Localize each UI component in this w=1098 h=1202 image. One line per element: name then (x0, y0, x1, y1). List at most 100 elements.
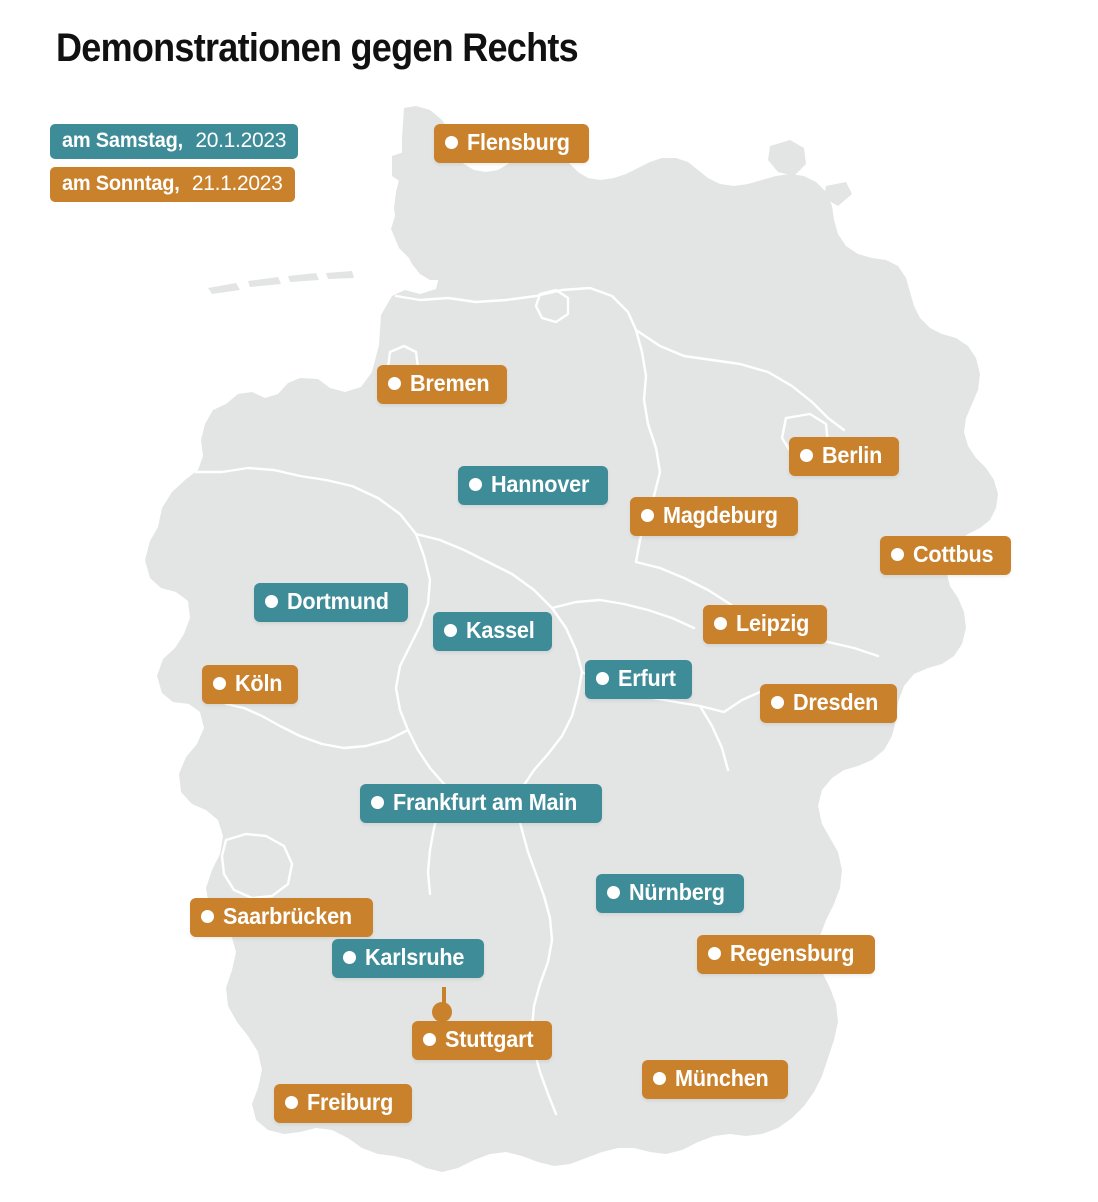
city-label-cottbus[interactable]: Cottbus (880, 536, 1012, 575)
city-dot-icon (213, 677, 226, 690)
city-marker[interactable]: Köln (202, 665, 299, 704)
city-name: Flensburg (467, 129, 570, 155)
island-east-frisian-3 (288, 273, 319, 282)
city-name: Nürnberg (629, 879, 725, 905)
city-dot-icon (800, 449, 813, 462)
city-marker[interactable]: Dortmund (254, 583, 409, 622)
city-marker[interactable]: Flensburg (434, 124, 590, 163)
legend-day-label: am Sonntag, (62, 172, 180, 195)
city-dot-icon (285, 1096, 298, 1109)
island-east-frisian-1 (208, 283, 240, 294)
city-name: Karlsruhe (365, 944, 465, 970)
city-marker[interactable]: Hannover (458, 466, 609, 505)
city-dot-icon (607, 886, 620, 899)
border-he-th (414, 532, 584, 674)
city-dot-icon (641, 509, 654, 522)
city-marker[interactable]: Leipzig (703, 605, 827, 644)
city-label-k-ln[interactable]: Köln (202, 665, 299, 704)
border-ni-nw (194, 466, 418, 536)
legend-date-label: 21.1.2023 (191, 172, 283, 195)
legend-item-samstag: am Samstag, 20.1.2023 (50, 124, 299, 159)
city-dot-icon (371, 796, 384, 809)
city-dot-icon (265, 595, 278, 608)
city-name: Köln (235, 670, 283, 696)
city-name: Berlin (822, 442, 883, 468)
island-ruegen (768, 140, 806, 176)
city-label-n-rnberg[interactable]: Nürnberg (596, 874, 744, 913)
city-dot-icon (891, 548, 904, 561)
city-dot-icon (388, 377, 401, 390)
city-marker[interactable]: Berlin (789, 437, 899, 476)
city-name: Magdeburg (663, 502, 778, 528)
city-label-frankfurt-am-main[interactable]: Frankfurt am Main (360, 784, 602, 823)
city-dot-icon (714, 617, 727, 630)
city-name: Regensburg (730, 940, 855, 966)
city-dot-icon (201, 910, 214, 923)
city-label-stuttgart[interactable]: Stuttgart (412, 1021, 553, 1060)
city-name: Hannover (491, 471, 590, 497)
city-label-kassel[interactable]: Kassel (433, 612, 552, 651)
border-nw-rp (224, 702, 410, 750)
border-bw-by (514, 806, 558, 1116)
city-label-dortmund[interactable]: Dortmund (254, 583, 409, 622)
legend-item-sonntag: am Sonntag, 21.1.2023 (50, 167, 295, 202)
city-name: Cottbus (913, 541, 994, 567)
border-th-st (550, 598, 696, 630)
island-usedom (824, 182, 852, 206)
city-dot-icon (343, 951, 356, 964)
city-label-flensburg[interactable]: Flensburg (434, 124, 590, 163)
city-label-magdeburg[interactable]: Magdeburg (630, 497, 799, 536)
city-marker[interactable]: München (642, 1060, 788, 1099)
page-title: Demonstrationen gegen Rechts (56, 26, 579, 70)
city-marker[interactable]: Magdeburg (630, 497, 799, 536)
city-name: Dortmund (287, 588, 389, 614)
border-saarland (220, 832, 294, 900)
border-sh-ni (394, 286, 638, 332)
city-marker[interactable]: Frankfurt am Main (360, 784, 602, 823)
island-north-frisian-2 (396, 194, 414, 212)
city-label-m-nchen[interactable]: München (642, 1060, 788, 1099)
city-marker[interactable]: Kassel (433, 612, 552, 651)
city-marker[interactable]: Cottbus (880, 536, 1012, 575)
city-name: Dresden (793, 689, 879, 715)
city-dot-icon (596, 672, 609, 685)
city-label-hannover[interactable]: Hannover (458, 466, 609, 505)
city-name: Erfurt (618, 665, 676, 691)
island-north-frisian-1 (392, 152, 412, 184)
city-name: Bremen (410, 370, 490, 396)
city-dot-icon (423, 1033, 436, 1046)
city-marker[interactable]: Stuttgart (412, 987, 553, 1060)
city-label-berlin[interactable]: Berlin (789, 437, 899, 476)
city-marker[interactable]: Nürnberg (596, 874, 744, 913)
city-name: Freiburg (307, 1089, 394, 1115)
island-east-frisian-4 (326, 271, 354, 279)
city-label-regensburg[interactable]: Regensburg (697, 935, 876, 974)
city-name: Kassel (466, 617, 535, 643)
legend: am Samstag, 20.1.2023 am Sonntag, 21.1.2… (50, 124, 299, 210)
city-dot-icon (445, 136, 458, 149)
city-marker[interactable]: Karlsruhe (332, 939, 484, 978)
city-dot-icon (653, 1072, 666, 1085)
island-east-frisian-2 (248, 277, 281, 287)
city-label-erfurt[interactable]: Erfurt (585, 660, 693, 699)
city-dot-icon (469, 478, 482, 491)
border-hamburg (534, 288, 570, 324)
legend-day-label: am Samstag, (62, 129, 183, 152)
legend-date-label: 20.1.2023 (195, 129, 287, 152)
city-marker[interactable]: Dresden (760, 684, 897, 723)
city-marker[interactable]: Regensburg (697, 935, 876, 974)
border-nw-he (394, 532, 432, 732)
city-label-leipzig[interactable]: Leipzig (703, 605, 827, 644)
city-dot-icon (771, 696, 784, 709)
city-label-karlsruhe[interactable]: Karlsruhe (332, 939, 484, 978)
city-label-saarbr-cken[interactable]: Saarbrücken (190, 898, 374, 937)
city-marker[interactable]: Erfurt (585, 660, 693, 699)
city-marker[interactable]: Saarbrücken (190, 898, 374, 937)
border-mv-south (634, 328, 846, 432)
city-label-freiburg[interactable]: Freiburg (274, 1084, 412, 1123)
city-marker[interactable]: Freiburg (274, 1084, 412, 1123)
city-marker[interactable]: Bremen (377, 365, 508, 404)
city-label-bremen[interactable]: Bremen (377, 365, 508, 404)
city-dot-icon (444, 624, 457, 637)
city-label-dresden[interactable]: Dresden (760, 684, 897, 723)
